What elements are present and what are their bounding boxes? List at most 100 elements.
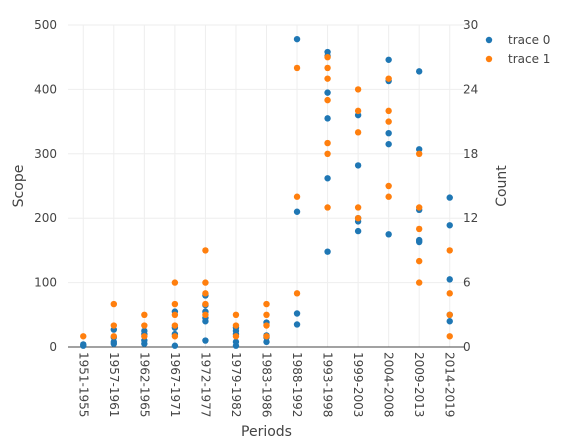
data-point: [324, 64, 331, 72]
x-tick-label: 2004-2008: [382, 352, 396, 417]
axes: 0 100 200 300 400 500 0 6 12 18 24 30 1951-1955 1957-…: [34, 18, 478, 417]
legend-item[interactable]: trace 1: [485, 52, 551, 66]
x-tick-label: 1983-1986: [260, 352, 274, 417]
data-point: [324, 96, 331, 104]
data-point: [415, 68, 423, 75]
legend-label: trace 0: [508, 33, 550, 47]
data-point: [232, 338, 240, 346]
y-tick-label: 200: [34, 211, 57, 225]
data-point: [141, 322, 148, 329]
data-point: [415, 204, 423, 211]
data-point: [293, 321, 301, 328]
y-axis-title: Scope: [11, 165, 27, 208]
data-point: [171, 300, 179, 308]
data-point: [446, 318, 453, 325]
y2-tick-label: 24: [463, 82, 478, 96]
data-point: [293, 193, 301, 200]
data-point: [385, 193, 392, 200]
data-point: [263, 311, 270, 318]
legend-marker: [485, 36, 493, 44]
data-point: [415, 257, 423, 265]
data-point: [171, 333, 179, 340]
data-point: [415, 279, 423, 286]
data-point: [415, 236, 423, 244]
data-point: [202, 247, 209, 254]
data-point: [202, 337, 209, 344]
data-point: [202, 290, 209, 297]
x-tick-label: 1951-1955: [76, 352, 90, 417]
x-tick-label: 1957-1961: [107, 352, 121, 417]
data-point: [324, 48, 331, 56]
data-point: [446, 333, 453, 340]
x-tick-label: 1967-1971: [168, 352, 182, 417]
x-tick-label: 1988-1992: [290, 352, 304, 417]
data-point: [293, 310, 301, 317]
data-point: [324, 115, 331, 122]
data-point: [446, 276, 453, 283]
data-point: [446, 290, 453, 297]
y-tick-label: 0: [49, 340, 57, 354]
data-point: [293, 35, 301, 43]
y2-tick-label: 0: [463, 340, 471, 354]
data-point: [446, 311, 453, 318]
legend-marker: [485, 55, 493, 63]
x-tick-label: 2014-2019: [443, 352, 457, 417]
y2-tick-label: 12: [463, 211, 478, 225]
data-point: [80, 333, 87, 340]
data-point: [324, 89, 331, 96]
data-point: [293, 290, 301, 297]
data-point: [293, 208, 301, 215]
data-point: [202, 300, 209, 308]
data-point: [232, 311, 240, 318]
data-point: [324, 54, 331, 61]
data-point: [232, 322, 240, 329]
data-point: [232, 333, 240, 340]
data-point: [385, 75, 392, 82]
legend[interactable]: trace 0 trace 1: [485, 33, 551, 66]
x-tick-label: 1979-1982: [229, 352, 243, 417]
data-point: [110, 322, 118, 329]
data-point: [354, 215, 362, 222]
x-tick-label: 1962-1965: [137, 352, 151, 417]
data-point: [324, 248, 331, 255]
data-point: [80, 341, 87, 348]
data-point: [263, 338, 270, 346]
data-point: [110, 340, 118, 347]
x-tick-label: 1972-1977: [198, 352, 212, 417]
data-point: [354, 107, 362, 115]
x-tick-label: 2009-2013: [412, 352, 426, 417]
data-point: [385, 231, 392, 238]
data-point: [293, 64, 301, 72]
data-point: [324, 150, 331, 157]
legend-item[interactable]: trace 0: [485, 33, 551, 47]
x-tick-label: 1999-2003: [351, 352, 365, 417]
data-point: [415, 146, 423, 153]
data-point: [354, 86, 362, 93]
data-point: [141, 333, 148, 340]
data-point: [446, 222, 453, 229]
y-tick-label: 100: [34, 276, 57, 290]
data-point: [324, 75, 331, 82]
grid: [68, 24, 465, 347]
data-point: [385, 129, 392, 137]
data-point: [354, 204, 362, 211]
data-point: [385, 140, 392, 148]
y2-tick-label: 6: [463, 276, 471, 290]
data-point: [110, 300, 118, 308]
data-point: [171, 311, 179, 318]
y-tick-label: 400: [34, 82, 57, 96]
y-tick-label: 500: [34, 18, 57, 32]
x-tick-label: 1993-1998: [321, 352, 335, 417]
data-point: [415, 150, 423, 157]
data-point: [171, 279, 179, 286]
data-point: [141, 327, 148, 335]
data-point: [263, 322, 270, 329]
data-point: [354, 129, 362, 136]
data-point: [171, 342, 179, 349]
data-point: [324, 175, 331, 182]
data-point: [385, 182, 392, 190]
data-point: [446, 194, 453, 201]
data-point: [263, 333, 270, 340]
data-point: [354, 227, 362, 235]
data-point: [385, 56, 392, 63]
